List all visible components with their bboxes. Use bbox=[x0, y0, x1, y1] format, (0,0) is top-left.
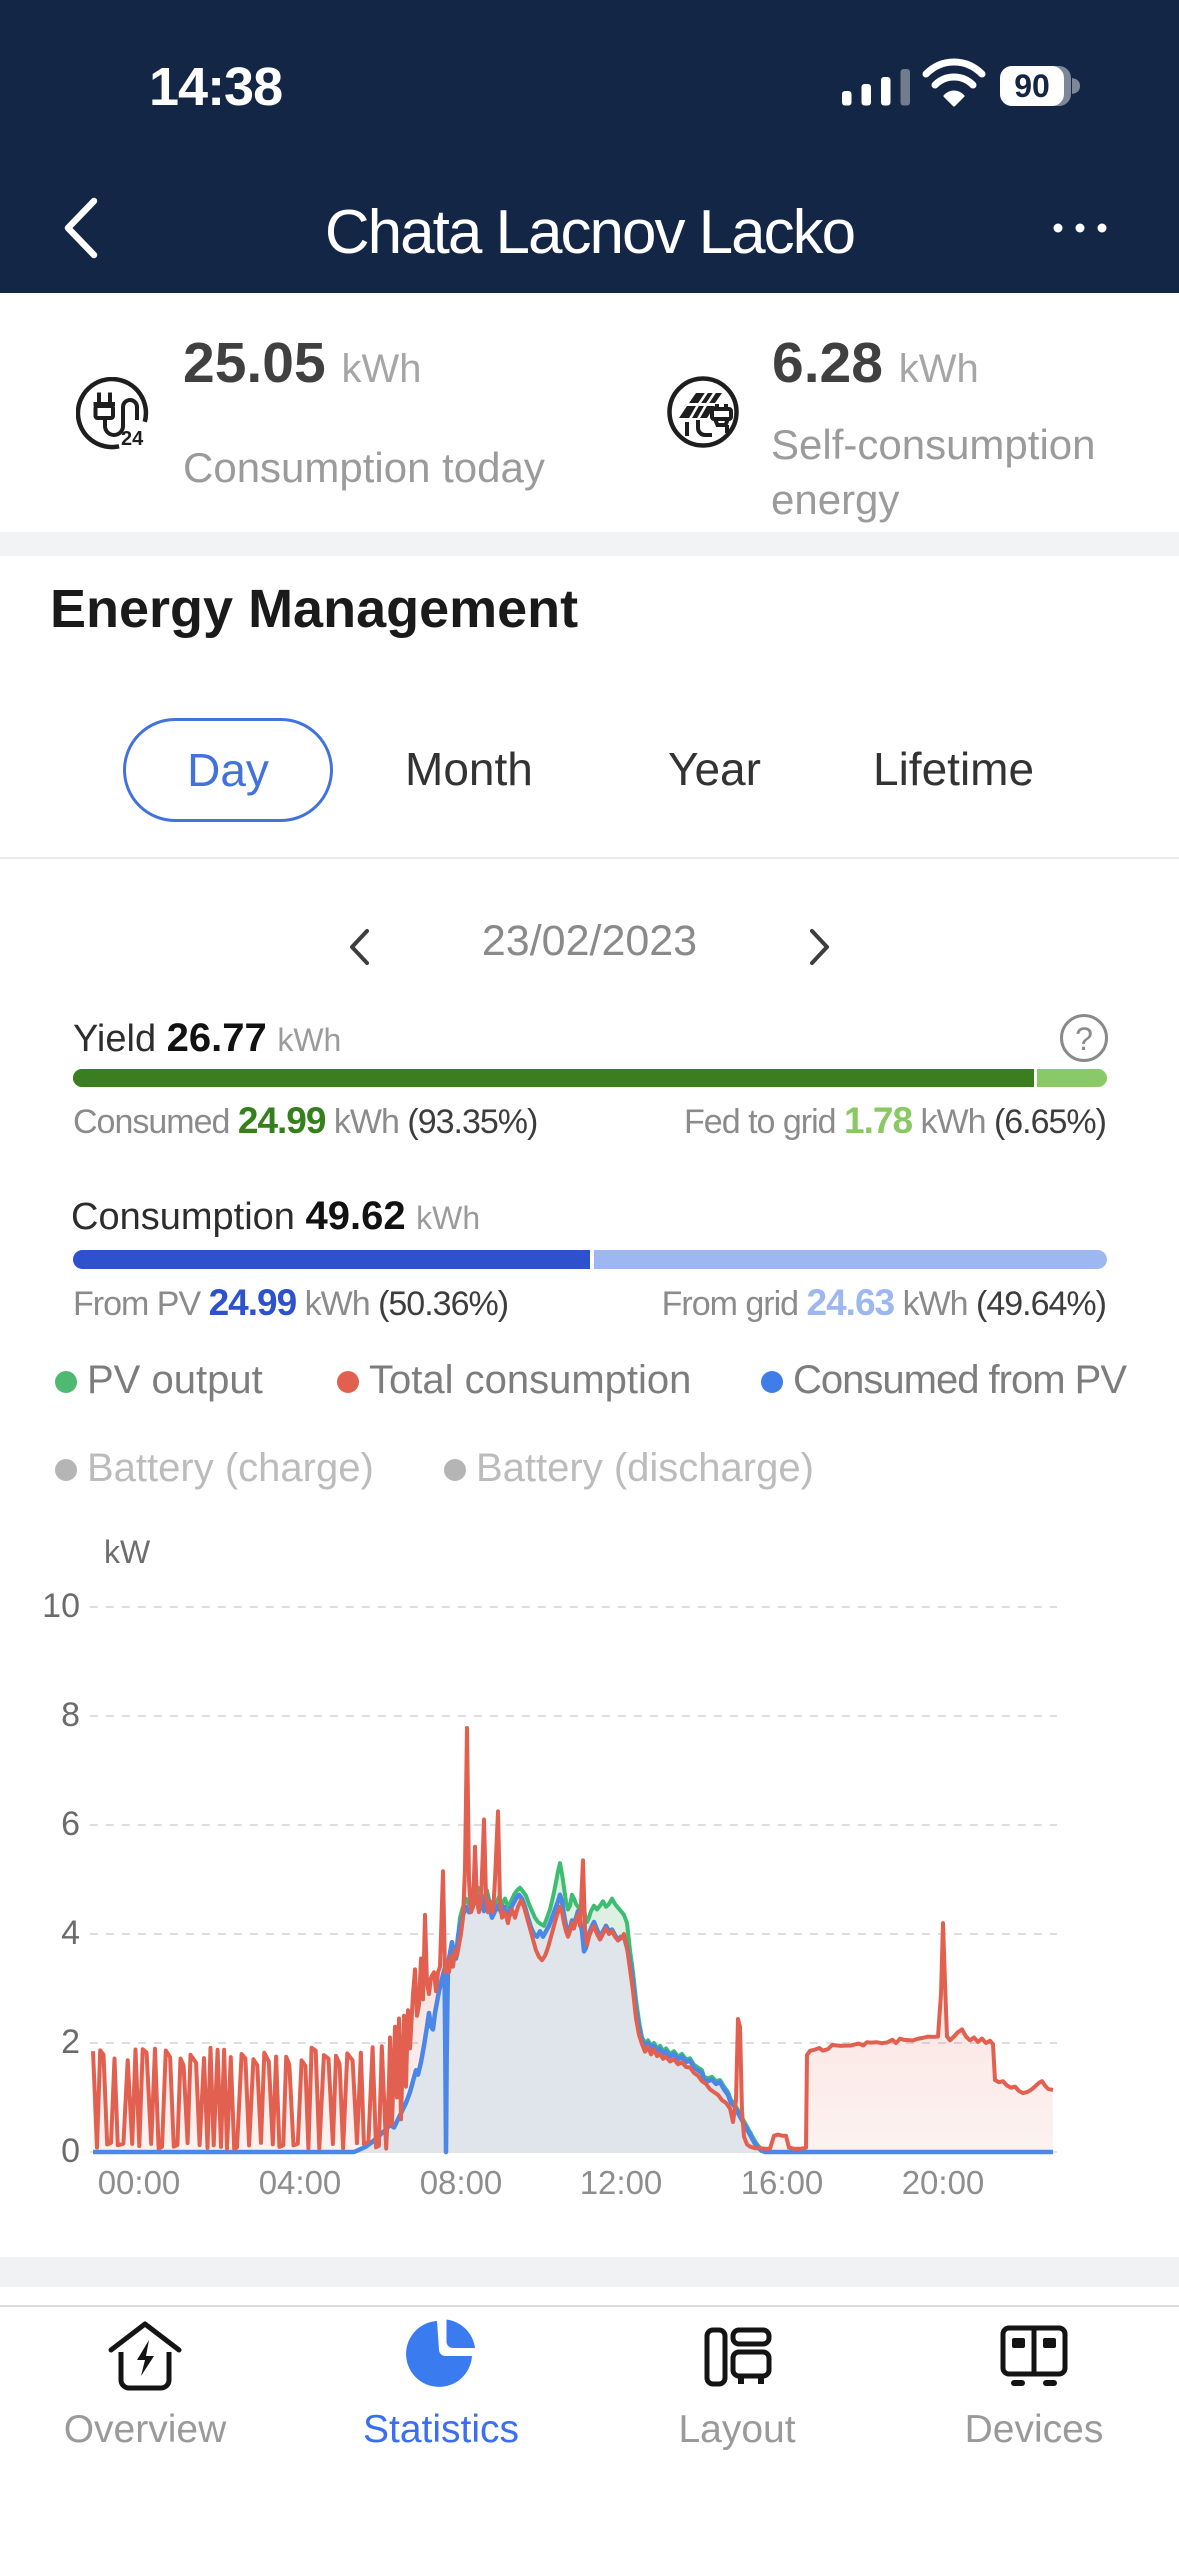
svg-text:10: 10 bbox=[42, 1587, 80, 1625]
svg-text:0: 0 bbox=[61, 2132, 80, 2170]
svg-text:6: 6 bbox=[61, 1805, 80, 1843]
svg-text:2: 2 bbox=[61, 2023, 80, 2061]
svg-text:24: 24 bbox=[121, 428, 144, 450]
svg-text:4: 4 bbox=[61, 1914, 80, 1952]
svg-text:8: 8 bbox=[61, 1696, 80, 1734]
